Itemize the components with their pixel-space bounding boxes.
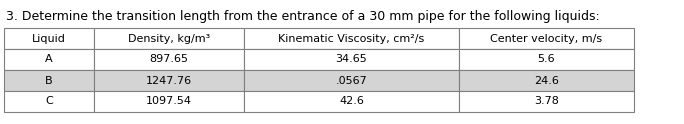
Bar <box>4 70 94 91</box>
Text: Liquid: Liquid <box>32 33 66 44</box>
Bar <box>244 49 459 70</box>
Bar <box>4 28 94 49</box>
Text: 5.6: 5.6 <box>538 55 555 64</box>
Text: C: C <box>45 96 53 107</box>
Text: 3. Determine the transition length from the entrance of a 30 mm pipe for the fol: 3. Determine the transition length from … <box>6 10 600 23</box>
Bar <box>459 91 634 112</box>
Text: 42.6: 42.6 <box>339 96 364 107</box>
Text: 24.6: 24.6 <box>534 76 559 86</box>
Bar <box>459 70 634 91</box>
Text: 1247.76: 1247.76 <box>146 76 192 86</box>
Bar <box>4 91 94 112</box>
Text: 1097.54: 1097.54 <box>146 96 192 107</box>
Bar <box>244 91 459 112</box>
Text: Center velocity, m/s: Center velocity, m/s <box>490 33 603 44</box>
Bar <box>459 49 634 70</box>
Text: 3.78: 3.78 <box>534 96 559 107</box>
Bar <box>94 70 244 91</box>
Text: A: A <box>45 55 53 64</box>
Text: B: B <box>45 76 53 86</box>
Text: 34.65: 34.65 <box>336 55 367 64</box>
Bar <box>4 49 94 70</box>
Bar <box>94 49 244 70</box>
Bar <box>459 28 634 49</box>
Text: Kinematic Viscosity, cm²/s: Kinematic Viscosity, cm²/s <box>278 33 425 44</box>
Text: 897.65: 897.65 <box>150 55 189 64</box>
Bar <box>94 28 244 49</box>
Text: .0567: .0567 <box>336 76 367 86</box>
Bar <box>94 91 244 112</box>
Bar <box>244 70 459 91</box>
Text: Density, kg/m³: Density, kg/m³ <box>128 33 210 44</box>
Bar <box>244 28 459 49</box>
